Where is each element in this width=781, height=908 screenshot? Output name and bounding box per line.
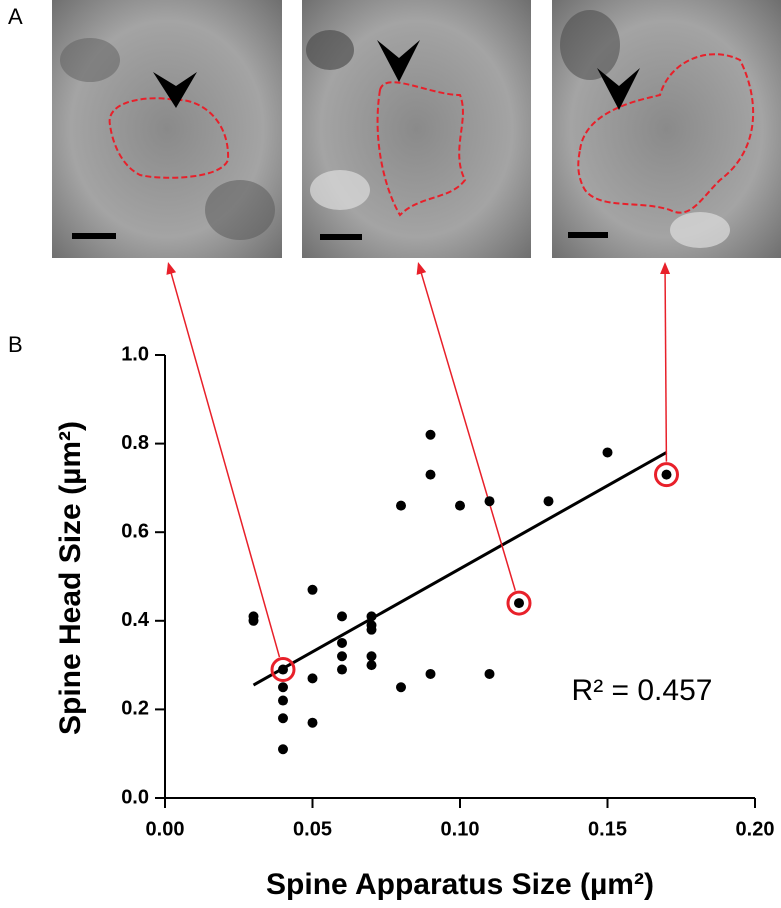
point: [455, 500, 465, 511]
arrowhead: [416, 262, 427, 275]
point: [307, 673, 318, 684]
highlight-ring: [654, 462, 679, 488]
point: [278, 713, 288, 724]
y-tick-label: 0.8: [121, 432, 149, 454]
point: [661, 469, 672, 480]
point: [366, 651, 377, 662]
point: [484, 668, 495, 679]
x-axis-label: Spine Apparatus Size (µm²): [266, 868, 654, 901]
point: [337, 664, 347, 675]
point: [425, 429, 436, 440]
arrowhead: [166, 262, 177, 275]
connector: [664, 269, 668, 462]
point: [484, 496, 495, 507]
point: [366, 611, 377, 622]
point: [278, 695, 288, 706]
panel-label: B: [8, 332, 23, 357]
point: [366, 660, 377, 671]
fit-line: [252, 451, 668, 687]
y-tick-label: 0.0: [121, 786, 149, 808]
point: [337, 611, 347, 622]
point: [278, 744, 288, 755]
annotation: R² = 0.457: [572, 674, 713, 707]
highlight-ring: [270, 657, 296, 683]
point: [425, 469, 436, 480]
point: [337, 651, 347, 662]
point: [248, 615, 259, 626]
y-tick-label: 1.0: [121, 343, 149, 365]
x-tick-label: 0.15: [588, 818, 627, 840]
point: [337, 637, 347, 648]
x-tick-label: 0.00: [146, 818, 185, 840]
x-tick-label: 0.05: [293, 818, 332, 840]
y-tick-label: 0.6: [121, 520, 149, 542]
y-axis-label: Spine Head Size (µm²): [54, 421, 87, 735]
arrowhead: [660, 262, 671, 275]
micrograph: [552, 0, 781, 258]
point: [602, 447, 613, 458]
point: [307, 584, 318, 595]
connector: [419, 269, 517, 591]
x-tick-label: 0.10: [441, 818, 480, 840]
panel-label: A: [8, 4, 23, 29]
point: [514, 598, 524, 609]
highlight-ring: [506, 590, 532, 616]
micrograph: [302, 0, 531, 258]
connector: [169, 269, 281, 658]
micrograph: [52, 0, 282, 258]
y-tick-label: 0.4: [121, 609, 150, 631]
y-tick-label: 0.2: [121, 698, 149, 720]
point: [396, 682, 406, 693]
point: [543, 496, 554, 507]
point: [278, 664, 288, 675]
point: [278, 682, 288, 693]
point: [425, 668, 436, 679]
x-tick-label: 0.20: [736, 818, 775, 840]
point: [307, 717, 318, 728]
point: [396, 500, 406, 511]
point: [366, 624, 377, 635]
